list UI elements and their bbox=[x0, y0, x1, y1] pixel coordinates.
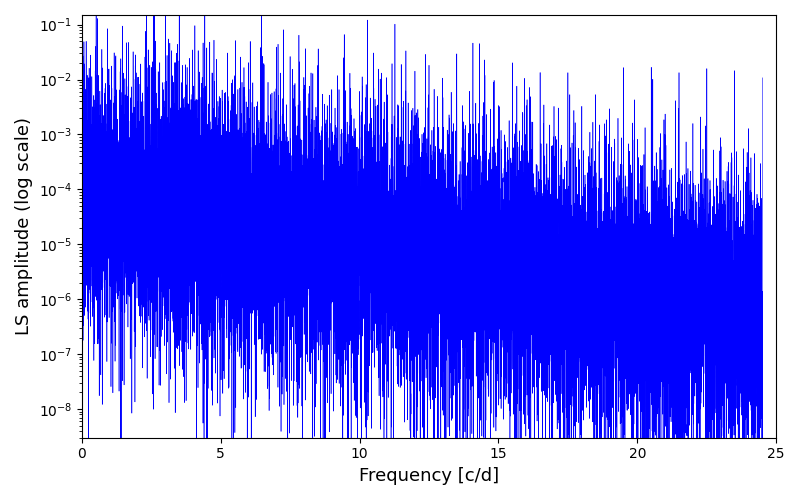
Y-axis label: LS amplitude (log scale): LS amplitude (log scale) bbox=[15, 118, 33, 336]
X-axis label: Frequency [c/d]: Frequency [c/d] bbox=[359, 467, 499, 485]
